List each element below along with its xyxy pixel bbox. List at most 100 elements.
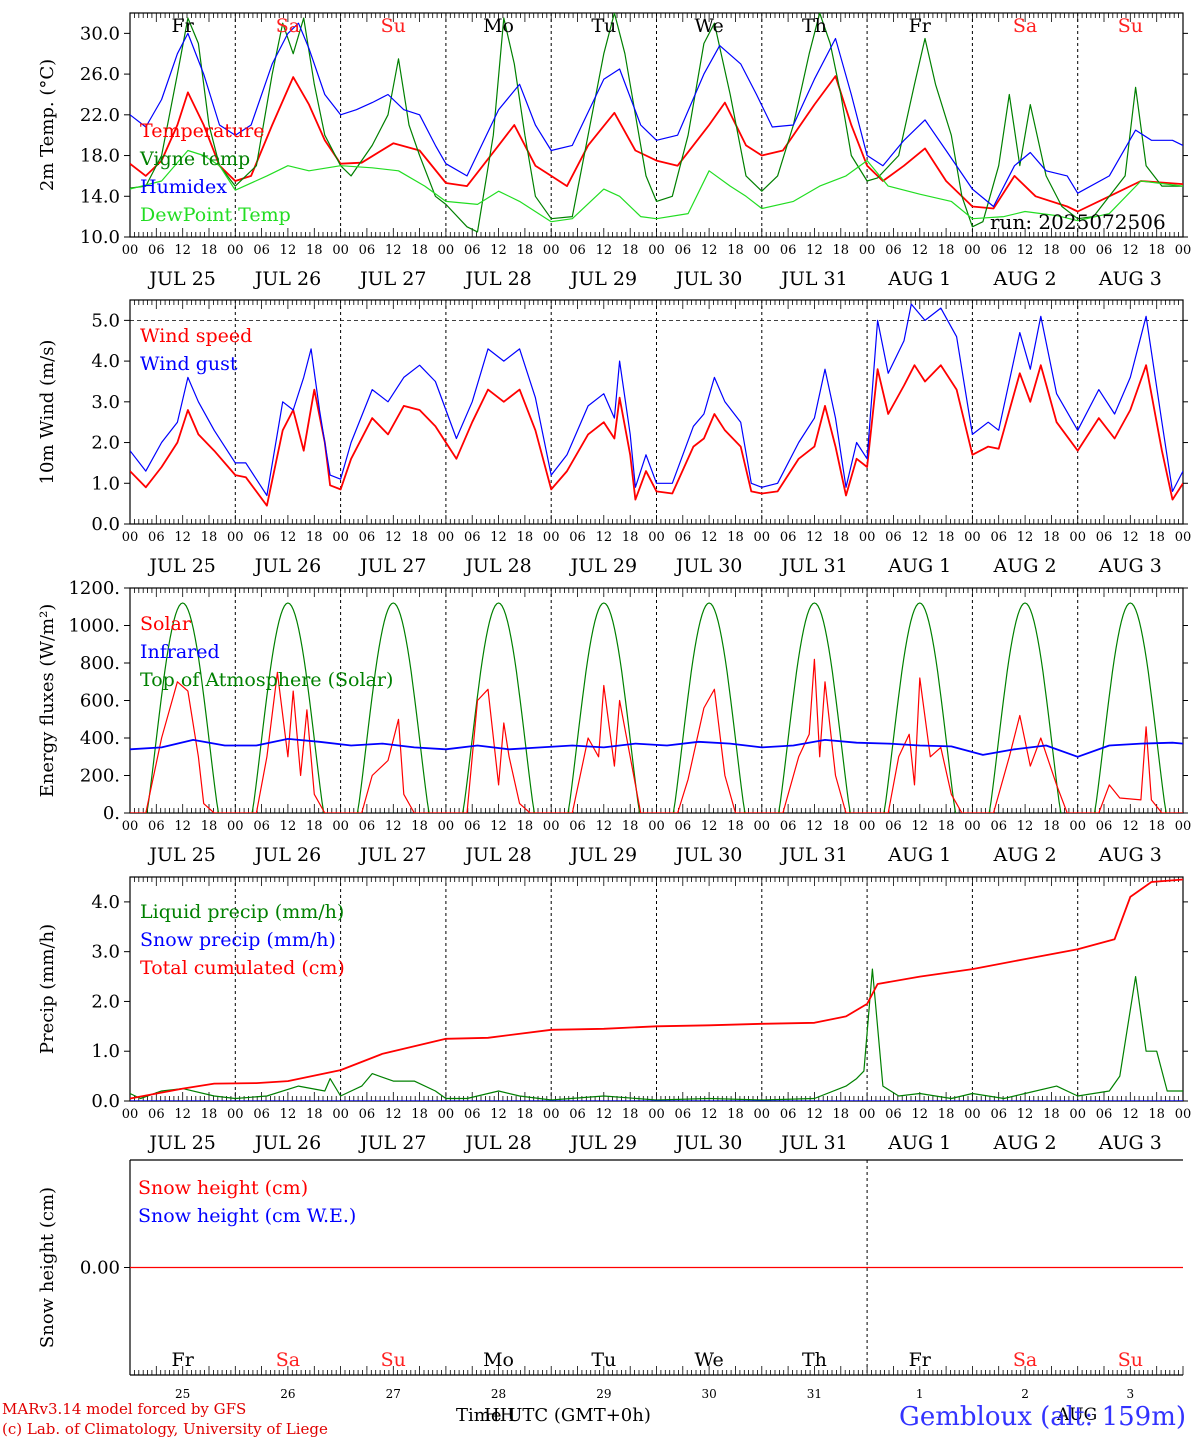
series-line-dewpoint-temp xyxy=(130,149,1183,223)
series-line-vigne-temp xyxy=(130,13,1183,233)
hour-tick-label: 18 xyxy=(1043,819,1060,834)
date-label: JUL 27 xyxy=(358,268,426,290)
weekday-label-bottom: Mo xyxy=(483,1349,514,1371)
legend-entry: Vigne temp xyxy=(139,148,250,170)
date-label: AUG 2 xyxy=(993,844,1057,866)
hour-tick-label: 18 xyxy=(1148,819,1165,834)
hour-tick-label: 00 xyxy=(964,243,981,258)
y-tick-label: 3.0 xyxy=(91,942,120,963)
date-label: JUL 25 xyxy=(147,844,215,866)
hour-tick-label: 12 xyxy=(385,243,402,258)
weekday-label: Th xyxy=(802,15,827,37)
date-label: AUG 3 xyxy=(1098,844,1162,866)
weekday-label-bottom: We xyxy=(695,1349,724,1371)
hour-tick-label: 18 xyxy=(727,819,744,834)
hour-tick-label: 00 xyxy=(543,243,560,258)
legend-entry: Wind gust xyxy=(140,353,238,375)
y-axis-label: 2m Temp. (°C) xyxy=(37,59,58,191)
date-label: JUL 28 xyxy=(463,555,531,577)
hour-tick-label: 18 xyxy=(727,1107,744,1122)
weekday-label-bottom: Su xyxy=(1118,1349,1143,1371)
august-label: AUG xyxy=(1056,1405,1097,1425)
hour-tick-label: 06 xyxy=(253,243,270,258)
hour-tick-label: 06 xyxy=(148,530,165,545)
date-label: AUG 2 xyxy=(993,268,1057,290)
date-label: AUG 3 xyxy=(1098,1132,1162,1154)
panel-frame xyxy=(129,587,1184,814)
hour-tick-label: 12 xyxy=(596,243,613,258)
hour-tick-label: 12 xyxy=(280,819,297,834)
y-tick-label: 600. xyxy=(80,691,120,712)
y-tick-label: 1.0 xyxy=(91,1041,120,1062)
hour-tick-label: 12 xyxy=(385,530,402,545)
hour-tick-label: 06 xyxy=(885,1107,902,1122)
overlap-label: HH xyxy=(484,1405,515,1426)
hour-tick-label: 12 xyxy=(701,530,718,545)
date-label: JUL 30 xyxy=(674,1132,742,1154)
hour-tick-label: 12 xyxy=(1122,1107,1139,1122)
hour-tick-label: 18 xyxy=(517,530,534,545)
hour-tick-label: 18 xyxy=(622,819,639,834)
hour-tick-label: 00 xyxy=(1175,530,1192,545)
weekday-label: Mo xyxy=(483,15,514,37)
y-tick-label: 0.0 xyxy=(91,514,120,535)
hour-tick-label: 12 xyxy=(174,530,191,545)
hour-tick-label: 12 xyxy=(1122,530,1139,545)
hour-tick-label: 12 xyxy=(174,1107,191,1122)
hour-tick-label: 00 xyxy=(754,243,771,258)
hour-tick-label: 00 xyxy=(648,1107,665,1122)
hour-tick-label: 18 xyxy=(622,243,639,258)
hour-tick-label: 06 xyxy=(1096,243,1113,258)
y-tick-label: 10.0 xyxy=(80,227,120,248)
hour-tick-label: 00 xyxy=(754,1107,771,1122)
hour-tick-label: 06 xyxy=(253,1107,270,1122)
date-label: JUL 28 xyxy=(463,1132,531,1154)
toa-solar-arch xyxy=(251,602,325,813)
hour-tick-label: 06 xyxy=(780,243,797,258)
y-tick-label: 1200. xyxy=(68,578,120,599)
hour-tick-label: 12 xyxy=(280,1107,297,1122)
hour-tick-label: 06 xyxy=(253,530,270,545)
hour-tick-label: 12 xyxy=(490,1107,507,1122)
date-label: JUL 30 xyxy=(674,555,742,577)
day-number-label: 31 xyxy=(807,1387,822,1401)
date-label: AUG 2 xyxy=(993,555,1057,577)
model-credit: MARv3.14 model forced by GFS xyxy=(2,1400,247,1418)
hour-tick-label: 00 xyxy=(332,530,349,545)
date-label: JUL 26 xyxy=(253,268,321,290)
hour-tick-label: 18 xyxy=(938,1107,955,1122)
date-label: JUL 29 xyxy=(569,268,637,290)
hour-tick-label: 18 xyxy=(727,530,744,545)
hour-tick-label: 12 xyxy=(280,530,297,545)
date-label: AUG 1 xyxy=(887,1132,951,1154)
hour-tick-label: 18 xyxy=(1148,1107,1165,1122)
hour-tick-label: 12 xyxy=(701,243,718,258)
weekday-label: Su xyxy=(1118,15,1143,37)
date-label: JUL 27 xyxy=(358,1132,426,1154)
day-number-label: 3 xyxy=(1127,1387,1135,1401)
hour-tick-label: 18 xyxy=(833,530,850,545)
day-number-label: 1 xyxy=(916,1387,924,1401)
date-label: JUL 29 xyxy=(569,555,637,577)
hour-tick-label: 12 xyxy=(385,1107,402,1122)
hour-tick-label: 06 xyxy=(990,819,1007,834)
legend-entry: Liquid precip (mm/h) xyxy=(140,901,344,923)
day-number-label: 28 xyxy=(491,1387,506,1401)
hour-tick-label: 06 xyxy=(464,1107,481,1122)
day-number-label: 29 xyxy=(596,1387,611,1401)
weekday-label-bottom: Tu xyxy=(591,1349,616,1371)
y-axis-label: Precip (mm/h) xyxy=(37,924,58,1054)
hour-tick-label: 18 xyxy=(938,243,955,258)
date-label: JUL 25 xyxy=(147,555,215,577)
y-tick-label: 2.0 xyxy=(91,991,120,1012)
day-number-label: 2 xyxy=(1021,1387,1029,1401)
day-number-label: 30 xyxy=(702,1387,717,1401)
legend-entry: Infrared xyxy=(140,641,220,663)
hour-tick-label: 12 xyxy=(911,819,928,834)
date-label: JUL 30 xyxy=(674,268,742,290)
hour-tick-label: 00 xyxy=(1175,1107,1192,1122)
hour-tick-label: 12 xyxy=(806,243,823,258)
date-label: AUG 2 xyxy=(993,1132,1057,1154)
hour-tick-label: 00 xyxy=(332,1107,349,1122)
hour-tick-label: 00 xyxy=(859,530,876,545)
